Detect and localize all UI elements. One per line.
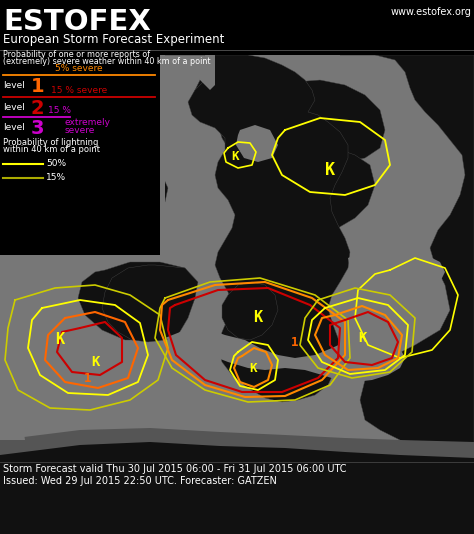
Text: Storm Forecast valid Thu 30 Jul 2015 06:00 - Fri 31 Jul 2015 06:00 UTC: Storm Forecast valid Thu 30 Jul 2015 06:…: [3, 464, 346, 474]
Text: Probability of lightning: Probability of lightning: [3, 138, 99, 147]
Text: Probability of one or more reports of: Probability of one or more reports of: [3, 50, 150, 59]
Polygon shape: [272, 148, 375, 232]
Text: K: K: [254, 310, 263, 326]
Polygon shape: [98, 188, 120, 212]
Polygon shape: [340, 55, 474, 455]
Text: severe: severe: [65, 126, 95, 135]
Polygon shape: [165, 328, 405, 382]
Polygon shape: [0, 55, 165, 440]
Polygon shape: [78, 262, 195, 340]
Text: www.estofex.org: www.estofex.org: [390, 7, 471, 17]
Bar: [0, 50, 160, 255]
Text: 2: 2: [31, 98, 45, 117]
Text: 15 % severe: 15 % severe: [51, 86, 107, 95]
Text: Issued: Wed 29 Jul 2015 22:50 UTC. Forecaster: GATZEN: Issued: Wed 29 Jul 2015 22:50 UTC. Forec…: [3, 476, 277, 486]
Text: extremely: extremely: [65, 118, 111, 127]
Polygon shape: [222, 282, 278, 340]
Text: K: K: [249, 362, 257, 374]
Text: K: K: [325, 161, 335, 179]
Text: K: K: [358, 331, 366, 345]
Polygon shape: [108, 168, 168, 218]
Polygon shape: [0, 442, 474, 534]
Text: 50%: 50%: [46, 160, 66, 169]
Bar: [0, 0, 474, 55]
Text: 15%: 15%: [46, 174, 66, 183]
Text: 1: 1: [291, 335, 299, 349]
Polygon shape: [262, 80, 385, 162]
Polygon shape: [348, 248, 445, 288]
Bar: [0, 455, 474, 534]
Polygon shape: [236, 125, 278, 162]
Polygon shape: [165, 55, 350, 402]
Polygon shape: [102, 265, 198, 342]
Text: K: K: [55, 333, 64, 348]
Text: ESTOFEX: ESTOFEX: [3, 8, 151, 36]
Text: 5% severe: 5% severe: [55, 64, 103, 73]
Text: 1: 1: [31, 76, 45, 96]
Text: level: level: [3, 123, 25, 132]
Text: K: K: [231, 151, 239, 163]
Text: European Storm Forecast Experiment: European Storm Forecast Experiment: [3, 34, 224, 46]
Text: (extremely) severe weather within 40 km of a point: (extremely) severe weather within 40 km …: [3, 57, 210, 66]
Text: level: level: [3, 82, 25, 90]
Text: level: level: [3, 104, 25, 113]
Polygon shape: [190, 55, 315, 148]
Bar: [0, 55, 165, 255]
Polygon shape: [0, 428, 474, 534]
Text: 1: 1: [84, 372, 92, 384]
Text: 15 %: 15 %: [48, 106, 71, 115]
Bar: [0, 55, 474, 455]
Text: within 40 km of a point: within 40 km of a point: [3, 145, 100, 154]
Polygon shape: [200, 55, 215, 90]
Text: 3: 3: [31, 119, 45, 137]
Text: K: K: [91, 355, 99, 369]
